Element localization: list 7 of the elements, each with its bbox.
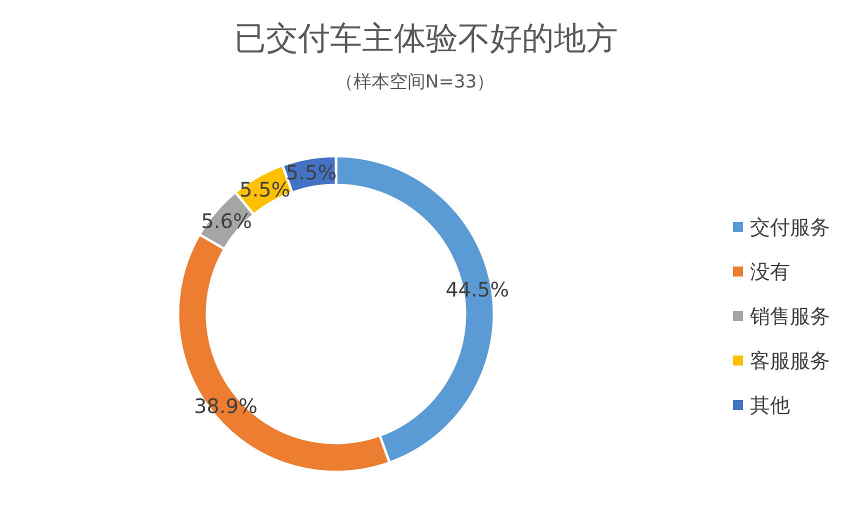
- chart-title: 已交付车主体验不好的地方: [234, 19, 618, 57]
- legend-label: 销售服务: [749, 304, 830, 328]
- legend-label: 客服服务: [750, 348, 830, 372]
- legend-label: 没有: [750, 260, 790, 284]
- legend-label: 交付服务: [750, 215, 830, 239]
- chart-subtitle: （样本空间N=33）: [335, 72, 495, 92]
- legend-label: 其他: [750, 393, 790, 417]
